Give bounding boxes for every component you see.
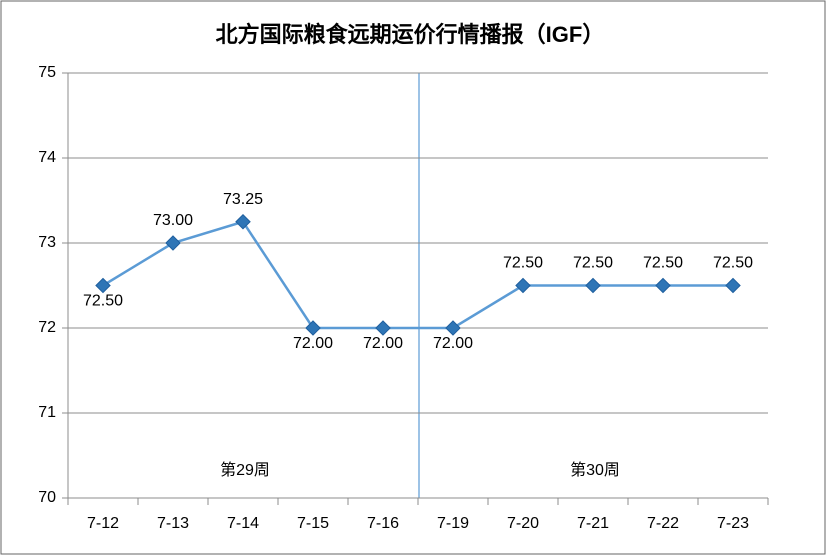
data-label: 72.00 xyxy=(433,335,473,352)
data-label: 73.00 xyxy=(153,212,193,229)
x-tick-label: 7-13 xyxy=(157,515,189,532)
y-tick-label: 70 xyxy=(38,489,56,506)
chart-title: 北方国际粮食远期运价行情播报（IGF） xyxy=(216,22,605,47)
x-tick-label: 7-21 xyxy=(577,515,609,532)
data-label: 72.50 xyxy=(573,255,613,272)
marker xyxy=(305,320,321,336)
marker xyxy=(165,235,181,251)
y-tick-label: 71 xyxy=(38,404,56,421)
line xyxy=(102,220,733,330)
marker xyxy=(445,320,461,336)
marker xyxy=(515,277,531,294)
marker xyxy=(655,277,671,294)
y-tick-label: 75 xyxy=(38,64,56,81)
x-tick-label: 7-23 xyxy=(717,515,749,532)
x-tick-label: 7-20 xyxy=(507,515,539,532)
data-label: 72.50 xyxy=(713,255,753,272)
data-label: 73.25 xyxy=(223,191,263,208)
y-tick-label: 72 xyxy=(38,319,56,336)
x-tick-label: 7-15 xyxy=(297,515,329,532)
marker xyxy=(375,320,391,336)
marker xyxy=(235,213,251,230)
marker xyxy=(95,277,111,294)
data-label: 72.50 xyxy=(503,255,543,272)
x-tick-label: 7-22 xyxy=(647,515,679,532)
marker xyxy=(585,277,601,294)
data-label: 72.50 xyxy=(643,255,683,272)
data-label: 72.50 xyxy=(83,293,123,310)
week-label: 第29周 xyxy=(220,461,270,479)
data-label: 72.00 xyxy=(293,335,333,352)
y-tick-label: 73 xyxy=(38,234,56,251)
data-label: 72.00 xyxy=(363,335,403,352)
y-tick-label: 74 xyxy=(38,149,56,166)
week-label: 第30周 xyxy=(570,461,620,479)
x-tick-label: 7-12 xyxy=(87,515,119,532)
x-tick-label: 7-19 xyxy=(437,515,469,532)
x-tick-label: 7-16 xyxy=(367,515,399,532)
x-tick-label: 7-14 xyxy=(227,515,259,532)
marker xyxy=(725,277,741,294)
